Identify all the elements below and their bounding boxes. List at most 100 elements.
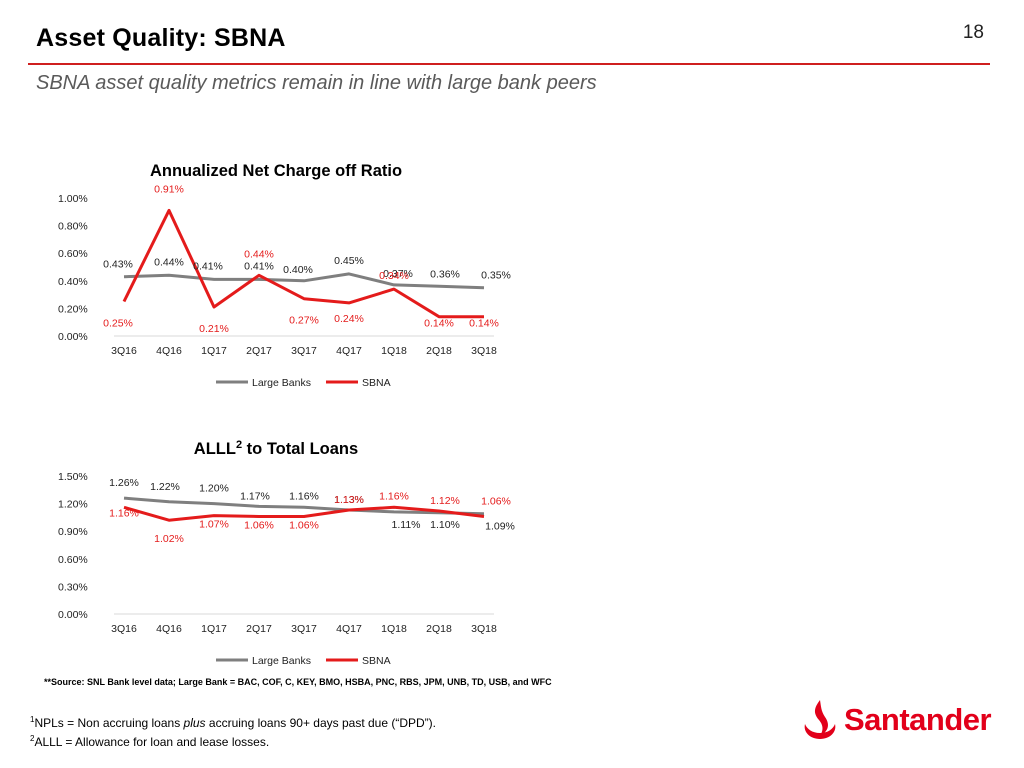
- chart-title: ALLL2 to Total Loans: [194, 439, 358, 458]
- source-note: **Source: SNL Bank level data; Large Ban…: [44, 677, 552, 687]
- chart-svg: ALLL2 to Total Loans 0.00% 0.30% 0.60% 0.90%…: [58, 439, 515, 667]
- data-label: 1.16%: [289, 490, 319, 502]
- chart-svg: Annualized Net Charge off Ratio 0.00% 0.20…: [58, 162, 511, 389]
- x-tick-label: 2Q18: [426, 345, 452, 357]
- y-tick-label: 0.20%: [58, 303, 88, 315]
- chart-svg: NPL Ratio10.00%0.30%0.60%0.90%1.20%1.50%…: [500, 150, 1000, 390]
- flame-icon: [804, 700, 836, 739]
- y-tick-label: 0.40%: [58, 276, 88, 288]
- x-tick-label: 4Q16: [156, 623, 182, 635]
- page-number: 18: [962, 22, 984, 43]
- x-tick-label: 2Q17: [246, 345, 272, 357]
- data-label: 0.14%: [469, 318, 499, 330]
- data-label: 0.21%: [199, 323, 229, 335]
- x-tick-label: 1Q18: [381, 345, 407, 357]
- data-label: 0.37%: [383, 268, 413, 280]
- npl-ratio-chart: NPL Ratio10.00%0.30%0.60%0.90%1.20%1.50%…: [500, 150, 1000, 390]
- y-tick-label: 0.60%: [58, 248, 88, 260]
- data-label: 0.43%: [103, 259, 133, 271]
- series-line-large-banks: [123, 496, 485, 516]
- chart-svg: Reserve Coverage (ALLL/NPL)0.0%50.0%100.…: [500, 428, 1000, 668]
- y-tick-label: 0.00%: [58, 331, 88, 343]
- y-tick-label: 0.90%: [58, 526, 88, 538]
- data-label: 0.40%: [283, 264, 313, 276]
- data-label: 0.27%: [289, 315, 319, 327]
- data-label: 1.09%: [485, 521, 515, 533]
- x-tick-label: 3Q17: [291, 345, 317, 357]
- reserve-coverage-chart: Reserve Coverage (ALLL/NPL)0.0%50.0%100.…: [500, 428, 1000, 668]
- y-tick-label: 1.50%: [58, 471, 88, 483]
- y-tick-label: 1.00%: [58, 193, 88, 205]
- legend-label: Large Banks: [252, 377, 311, 389]
- data-label: 0.24%: [334, 313, 364, 325]
- x-tick-label: 1Q17: [201, 623, 227, 635]
- data-label: 1.13%: [334, 494, 364, 506]
- data-label: 1.02%: [154, 533, 184, 545]
- x-tick-label: 4Q17: [336, 345, 362, 357]
- data-label: 0.25%: [103, 318, 133, 330]
- data-label: 0.34%: [379, 270, 409, 282]
- legend-label: SBNA: [362, 377, 391, 389]
- data-label: 0.45%: [334, 255, 364, 267]
- santander-logo: Santander: [800, 696, 992, 744]
- y-tick-label: 0.30%: [58, 581, 88, 593]
- data-label: 0.35%: [481, 270, 511, 282]
- footnote-text: accruing loans 90+ days past due (“DPD”)…: [205, 716, 437, 730]
- data-label: 1.07%: [199, 519, 229, 531]
- page-subtitle: SBNA asset quality metrics remain in lin…: [36, 72, 597, 94]
- data-label: 0.44%: [154, 256, 184, 268]
- data-label: 1.16%: [109, 507, 139, 519]
- footnote-emphasis: plus: [183, 716, 206, 730]
- x-tick-label: 3Q16: [111, 345, 137, 357]
- y-tick-label: 0.80%: [58, 221, 88, 233]
- x-tick-label: 4Q17: [336, 623, 362, 635]
- x-tick-label: 3Q17: [291, 623, 317, 635]
- data-label: 1.06%: [289, 519, 319, 531]
- series-line-large-banks: [123, 272, 485, 290]
- x-tick-label: 1Q18: [381, 623, 407, 635]
- legend-label: SBNA: [362, 655, 391, 667]
- data-label: 0.44%: [244, 248, 274, 260]
- y-tick-label: 0.00%: [58, 609, 88, 621]
- data-label: 0.91%: [154, 183, 184, 195]
- x-tick-label: 4Q16: [156, 345, 182, 357]
- logo-wordmark: Santander: [844, 702, 992, 737]
- data-label: 1.06%: [481, 495, 511, 507]
- x-tick-label: 3Q18: [471, 345, 497, 357]
- series-line-sbna: [122, 208, 484, 319]
- x-tick-label: 2Q17: [246, 623, 272, 635]
- data-label: 1.12%: [430, 495, 460, 507]
- x-tick-label: 3Q16: [111, 623, 137, 635]
- data-label: 1.16%: [379, 490, 409, 502]
- title-divider: [28, 63, 990, 65]
- footnote-alll: 2ALLL = Allowance for loan and lease los…: [30, 734, 269, 749]
- x-tick-label: 1Q17: [201, 345, 227, 357]
- data-label: 1.10%: [430, 519, 460, 531]
- data-label: 1.26%: [109, 477, 139, 489]
- data-label: 1.11%: [392, 519, 421, 531]
- x-tick-label: 3Q18: [471, 623, 497, 635]
- data-label: 1.17%: [240, 490, 270, 502]
- x-tick-label: 2Q18: [426, 623, 452, 635]
- footnote-marker: 1: [30, 715, 35, 724]
- footnote-text: ALLL = Allowance for loan and lease loss…: [34, 735, 270, 749]
- net-charge-off-chart: Annualized Net Charge off Ratio 0.00% 0.20…: [20, 150, 520, 390]
- footnote-marker: 2: [30, 734, 35, 743]
- page-title: Asset Quality: SBNA: [36, 24, 286, 52]
- footnote-npl: 1NPLs = Non accruing loans plus accruing…: [30, 715, 436, 730]
- y-tick-label: 1.20%: [58, 499, 88, 511]
- data-label: 0.14%: [424, 318, 454, 330]
- data-label: 0.41%: [244, 260, 274, 272]
- footnote-text: NPLs = Non accruing loans: [34, 716, 184, 730]
- y-tick-label: 0.60%: [58, 554, 88, 566]
- series-line-sbna: [123, 505, 485, 522]
- data-label: 1.20%: [199, 483, 229, 495]
- chart-title: Annualized Net Charge off Ratio: [150, 162, 402, 180]
- legend-label: Large Banks: [252, 655, 311, 667]
- data-label: 0.41%: [193, 260, 223, 272]
- data-label: 1.13%: [334, 494, 364, 506]
- data-label: 1.06%: [244, 519, 274, 531]
- data-label: 1.22%: [150, 481, 180, 493]
- data-label: 0.36%: [430, 268, 460, 280]
- alll-to-loans-chart: ALLL2 to Total Loans 0.00% 0.30% 0.60% 0.90%…: [20, 428, 520, 668]
